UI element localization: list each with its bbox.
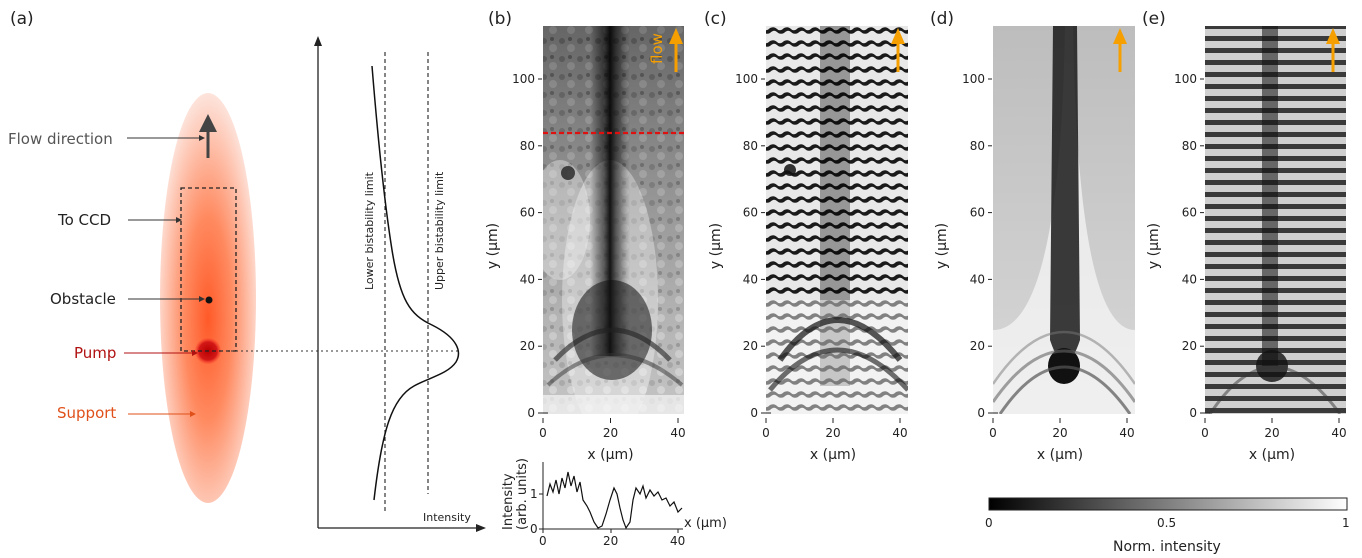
profile-trace [546, 471, 683, 530]
panel-b-y-tick-label-4: 80 [520, 139, 535, 153]
pump-profile-curve [371, 65, 460, 501]
pointer-ccd-head [176, 217, 182, 223]
panel-c-x-label: x (µm) [810, 447, 856, 463]
label-support: Support [57, 404, 116, 422]
panel-d-x-tick-label-2: 40 [1119, 426, 1134, 440]
bistability-y-arrowhead [314, 36, 322, 46]
profile-ylabel-line1: Intensity [501, 473, 516, 530]
panel-e-image [1205, 26, 1346, 414]
profile-ylabel-line2: (arb. units) [515, 458, 530, 530]
pointer-support-head [190, 411, 196, 417]
profile-x-tick-label-2: 40 [670, 534, 685, 548]
panel-c-flow-arrowhead [891, 28, 905, 44]
colorbar-label: Norm. intensity [1113, 539, 1221, 555]
profile-x-tick-label-0: 0 [539, 534, 547, 548]
panel-d-x-label: x (µm) [1037, 447, 1083, 463]
panel-d-y-tick-label-5: 100 [962, 72, 985, 86]
panel-d-y-tick-label-4: 80 [970, 139, 985, 153]
colorbar-tick-2: 1 [1342, 516, 1350, 530]
ccd-region-box [180, 187, 237, 352]
panel-b-y-tick-label-5: 100 [512, 72, 535, 86]
panel-c-y-tick-label-1: 20 [743, 339, 758, 353]
image-panel-axes: 0 20 40 60 80 100 0 20 40 x (µm) y (µm) 0 20 40 60 80 10… [485, 72, 1347, 463]
bistability-x-arrowhead [476, 524, 486, 532]
label-pump: Pump [74, 344, 116, 362]
panel-d-flow-arrowhead [1113, 28, 1127, 44]
label-to-ccd: To CCD [57, 211, 111, 229]
profile-plot: 0 1 0 20 40 Intensity (arb. units) x (µm… [501, 458, 727, 548]
profile-xlabel: x (µm) [684, 516, 727, 531]
panel-c-y-tick-label-3: 60 [743, 206, 758, 220]
panel-d-x-tick-label-0: 0 [989, 426, 997, 440]
panel-e-y-tick-label-4: 80 [1182, 139, 1197, 153]
panel-d-image [993, 26, 1135, 414]
panel-c-y-tick-label-5: 100 [735, 72, 758, 86]
panel-e-x-tick-label-2: 40 [1331, 426, 1346, 440]
profile-y-tick-label-1: 1 [530, 487, 538, 501]
panel-c-y-tick-label-4: 80 [743, 139, 758, 153]
panel-c-image [766, 26, 908, 414]
panel-b-flow-text: flow [648, 33, 666, 64]
panel-c-x-tick-label-0: 0 [762, 426, 770, 440]
panel-label-c: (c) [704, 9, 727, 29]
colorbar [988, 497, 1348, 511]
obstacle-dot [205, 296, 213, 304]
panel-b-y-tick-label-2: 40 [520, 272, 535, 286]
panel-e-y-tick-label-2: 40 [1182, 272, 1197, 286]
panel-e-y-tick-label-5: 100 [1174, 72, 1197, 86]
panel-e-x-tick-label-1: 20 [1264, 426, 1279, 440]
panel-d-y-label: y (µm) [934, 223, 950, 269]
panel-e-y-tick-label-3: 60 [1182, 206, 1197, 220]
pointer-flow-head [199, 135, 205, 141]
label-flow-direction: Flow direction [8, 130, 113, 148]
panel-c-x-tick-label-2: 40 [892, 426, 907, 440]
panel-b-y-label: y (µm) [485, 223, 501, 269]
panel-label-b: (b) [488, 9, 512, 29]
panel-b-x-tick-label-1: 20 [603, 426, 618, 440]
panel-c-y-tick-label-0: 0 [750, 406, 758, 420]
colorbar-tick-1: 0.5 [1157, 516, 1176, 530]
panel-e-y-tick-label-0: 0 [1189, 406, 1197, 420]
pointer-obstacle-head [199, 296, 205, 302]
profile-x-tick-label-1: 20 [603, 534, 618, 548]
upper-limit-label: Upper bistability limit [433, 171, 446, 290]
panel-d-y-tick-label-3: 60 [970, 206, 985, 220]
panel-e-x-tick-label-0: 0 [1201, 426, 1209, 440]
panel-b-y-tick-label-3: 60 [520, 206, 535, 220]
panel-e-y-tick-label-1: 20 [1182, 339, 1197, 353]
panel-d-x-tick-label-1: 20 [1052, 426, 1067, 440]
panel-d-y-tick-label-1: 20 [970, 339, 985, 353]
panel-e-y-label: y (µm) [1146, 223, 1162, 269]
colorbar-tick-0: 0 [985, 516, 993, 530]
panel-e-x-label: x (µm) [1249, 447, 1295, 463]
panel-c-y-label: y (µm) [708, 223, 724, 269]
label-obstacle: Obstacle [50, 290, 116, 308]
panel-label-d: (d) [930, 9, 954, 29]
panel-b-x-tick-label-0: 0 [539, 426, 547, 440]
panel-label-a: (a) [10, 9, 34, 29]
panel-c-x-tick-label-1: 20 [825, 426, 840, 440]
panel-d-y-tick-label-2: 40 [970, 272, 985, 286]
pointer-pump-head [192, 350, 198, 356]
panel-b-x-label: x (µm) [587, 447, 633, 463]
panel-b-y-tick-label-1: 20 [520, 339, 535, 353]
panel-b-image [543, 26, 684, 414]
panel-b-y-tick-label-0: 0 [527, 406, 535, 420]
panel-b-flow-arrowhead [669, 28, 683, 44]
flow-arrowhead [199, 114, 217, 132]
panel-c-y-tick-label-2: 40 [743, 272, 758, 286]
panel-b-x-tick-label-2: 40 [670, 426, 685, 440]
bistability-x-label: Intensity [423, 511, 471, 524]
panel-d-y-tick-label-0: 0 [977, 406, 985, 420]
lower-limit-label: Lower bistability limit [363, 171, 376, 290]
panel-label-e: (e) [1142, 9, 1166, 29]
panel-e-flow-arrowhead [1326, 28, 1340, 44]
profile-y-tick-label-0: 0 [530, 522, 538, 536]
